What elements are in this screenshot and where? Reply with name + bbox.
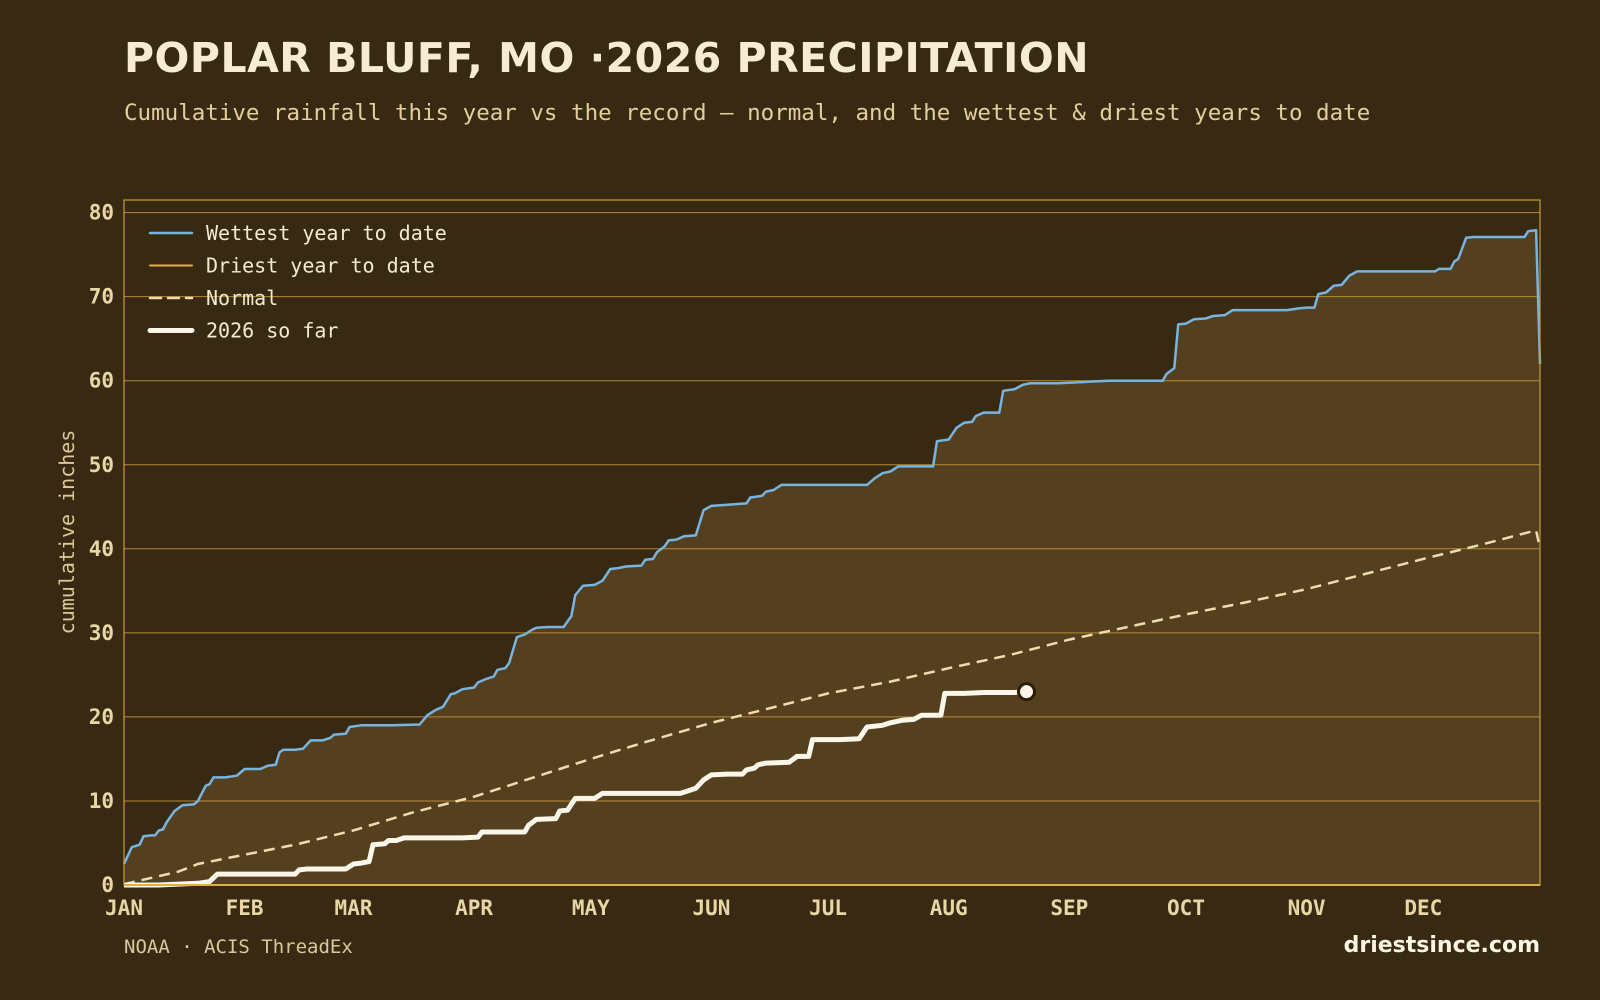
legend-label-normal: Normal xyxy=(206,286,278,310)
x-tick-label-sep: SEP xyxy=(1050,896,1088,920)
legend-label-wettest: Wettest year to date xyxy=(206,221,447,245)
legend-label-driest: Driest year to date xyxy=(206,254,435,278)
legend-item-normal: Normal xyxy=(148,286,278,310)
y-tick-label: 80 xyxy=(89,201,114,225)
x-tick-label-jul: JUL xyxy=(809,896,847,920)
legend-label-current: 2026 so far xyxy=(206,319,338,343)
x-tick-label-dec: DEC xyxy=(1404,896,1442,920)
x-tick-label-mar: MAR xyxy=(335,896,373,920)
gridlines xyxy=(124,212,1540,886)
x-tick-label-jan: JAN xyxy=(105,896,143,920)
record-range-band xyxy=(124,230,1540,886)
y-axis-ticks: 0 10 20 30 40 50 60 70 80 xyxy=(89,201,114,897)
series-2026-line xyxy=(124,689,1023,888)
y-axis-label: cumulative inches xyxy=(55,430,79,635)
legend: Wettest year to date Driest year to date N… xyxy=(147,221,447,343)
x-tick-label-oct: OCT xyxy=(1167,896,1205,920)
y-tick-label: 70 xyxy=(89,285,114,309)
x-tick-label-jun: JUN xyxy=(692,896,730,920)
y-tick-label: 40 xyxy=(89,537,114,561)
y-tick-label: 50 xyxy=(89,453,114,477)
data-source: NOAA · ACIS ThreadEx xyxy=(124,936,353,958)
y-tick-label: 30 xyxy=(89,621,114,645)
y-tick-label: 0 xyxy=(101,873,114,897)
plot-frame xyxy=(123,199,1541,886)
x-tick-label-feb: FEB xyxy=(226,896,264,920)
chart-title: POPLAR BLUFF, MO ·2026 PRECIPITATION xyxy=(124,34,1090,82)
current-value-marker xyxy=(1017,682,1037,702)
chart-subtitle: Cumulative rainfall this year vs the rec… xyxy=(124,100,1371,126)
legend-item-current: 2026 so far xyxy=(147,319,338,343)
y-tick-label: 10 xyxy=(89,789,114,813)
x-tick-label-apr: APR xyxy=(455,896,493,920)
x-axis-ticks: JAN FEB MAR APR MAY JUN JUL AUG SEP OCT NOV DEC xyxy=(105,896,1442,920)
x-tick-label-nov: NOV xyxy=(1288,896,1326,920)
record-band-area xyxy=(124,230,1540,886)
x-tick-label-aug: AUG xyxy=(930,896,968,920)
series-wettest-line xyxy=(122,229,1542,865)
x-tick-label-may: MAY xyxy=(572,896,610,920)
series-normal-line xyxy=(123,528,1542,886)
legend-item-wettest: Wettest year to date xyxy=(148,221,447,245)
y-tick-label: 60 xyxy=(89,369,114,393)
y-tick-label: 20 xyxy=(89,705,114,729)
legend-item-driest: Driest year to date xyxy=(149,254,435,278)
site-brand[interactable]: driestsince.com xyxy=(1343,933,1540,958)
